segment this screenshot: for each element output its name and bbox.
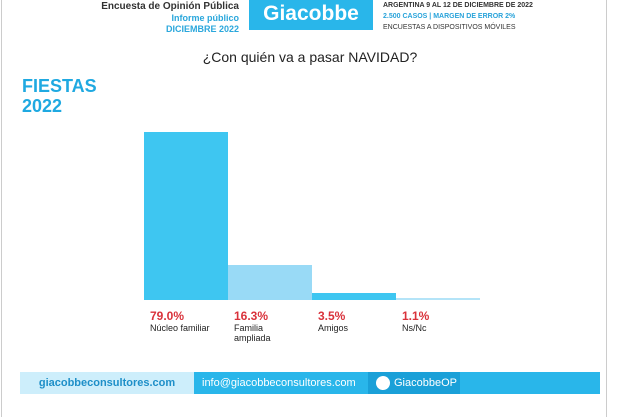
twitter-box bbox=[368, 372, 460, 394]
bar bbox=[228, 265, 312, 300]
footer-email: info@giacobbeconsultores.com bbox=[202, 377, 356, 389]
survey: Encuesta de Opinión Pública bbox=[101, 1, 239, 12]
twitter-icon bbox=[376, 376, 390, 390]
bar bbox=[144, 131, 228, 300]
value-label: 79.0% bbox=[150, 309, 185, 323]
chart-title: ¿Con quién va a pasar NAVIDAD? bbox=[202, 49, 418, 65]
frame bbox=[1, 0, 607, 417]
category-label: Amigos bbox=[318, 323, 349, 333]
category-label: Núcleo familiar bbox=[150, 323, 210, 333]
footer-web: giacobbeconsultores.com bbox=[20, 372, 194, 394]
place-dates: ARGENTINA 9 AL 12 DE DICIEMBRE DE 2022 bbox=[383, 2, 533, 9]
category-label: Ns/Nc bbox=[402, 323, 427, 333]
bar bbox=[312, 292, 396, 300]
date: DICIEMBRE 2022 bbox=[165, 24, 239, 34]
value-label: 3.5% bbox=[318, 309, 346, 323]
category-label: Familia ampliada bbox=[234, 323, 271, 343]
footer-twitter: GiacobbeOP bbox=[394, 377, 457, 389]
sample: 2.500 CASOS | MARGEN DE ERROR 2% bbox=[383, 13, 516, 20]
report: Informe público bbox=[171, 13, 240, 23]
value-label: 1.1% bbox=[402, 309, 430, 323]
bar bbox=[396, 297, 480, 300]
method: ENCUESTAS A DISPOSITIVOS MÓVILES bbox=[383, 24, 516, 31]
value-label: 16.3% bbox=[234, 309, 269, 323]
subtitle: FIESTAS 2022 bbox=[22, 76, 97, 116]
logo: Giacobbe bbox=[249, 0, 373, 30]
